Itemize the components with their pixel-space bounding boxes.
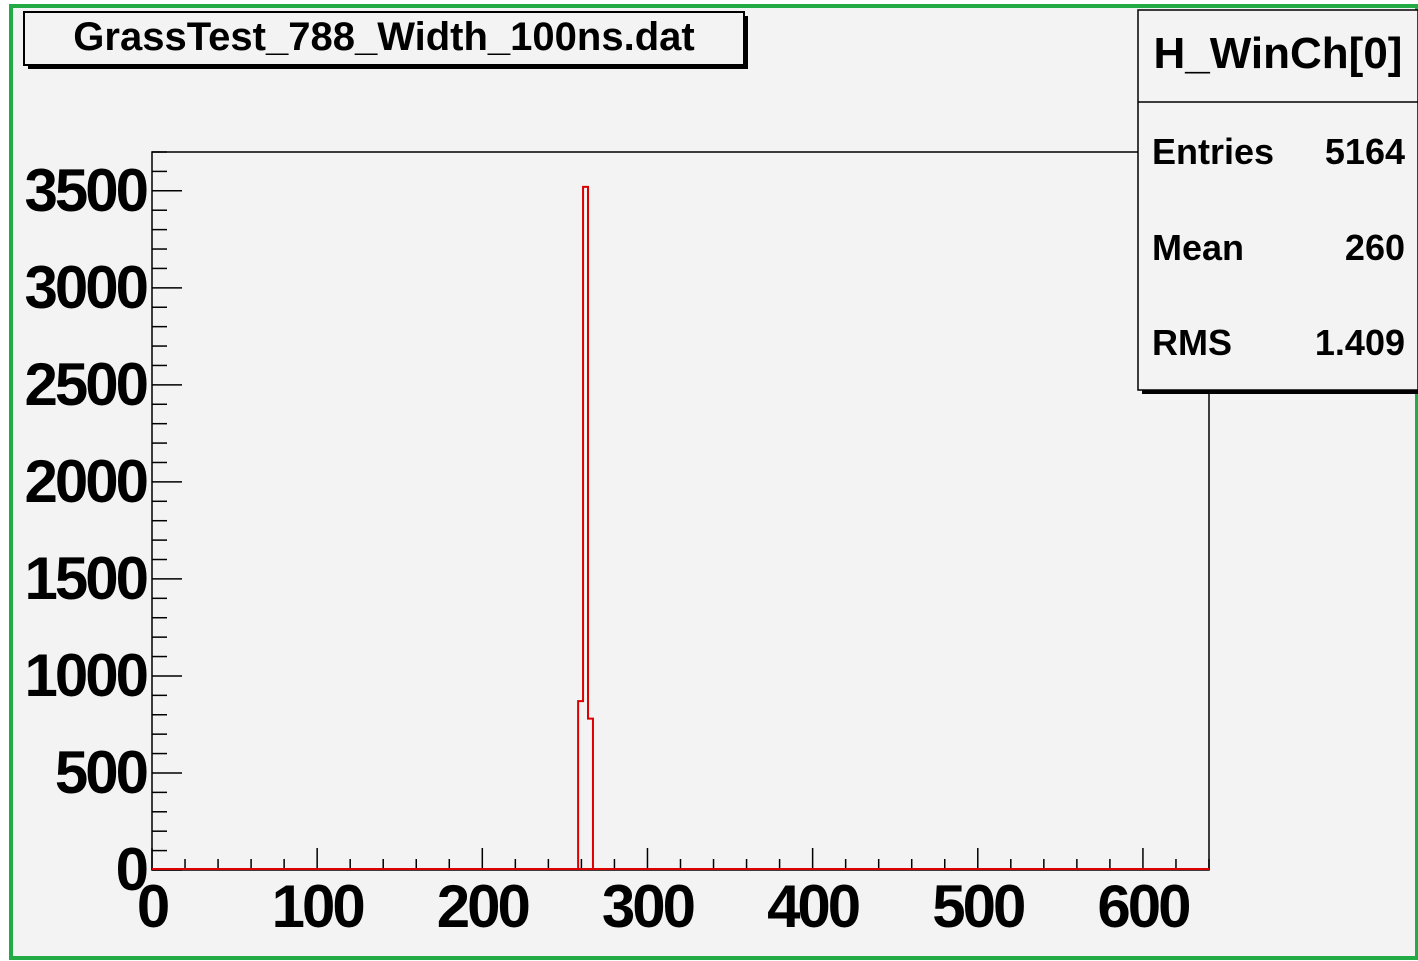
stats-entries-label: Entries <box>1152 131 1274 172</box>
x-tick-label: 400 <box>767 873 859 940</box>
histogram-series <box>152 185 1209 870</box>
y-tick-label: 500 <box>55 739 147 806</box>
x-tick-label: 100 <box>272 873 364 940</box>
x-tick-label: 0 <box>137 873 168 940</box>
stats-rms-value: 1.409 <box>1315 322 1405 363</box>
y-tick-label: 2500 <box>25 351 147 418</box>
histogram-outline <box>577 185 594 870</box>
stats-mean-value: 260 <box>1345 227 1405 268</box>
stats-mean-label: Mean <box>1152 227 1244 268</box>
x-tick-label: 300 <box>602 873 694 940</box>
x-tick-label: 500 <box>932 873 1024 940</box>
pad-frame <box>9 4 1418 960</box>
stats-box: H_WinCh[0] Entries 5164 Mean 260 RMS 1.4… <box>1137 9 1418 394</box>
title-box-frame <box>23 11 745 66</box>
y-tick-label: 3000 <box>25 254 147 321</box>
y-tick-label: 0 <box>116 836 147 903</box>
y-tick-label: 2000 <box>25 448 147 515</box>
stats-box-frame <box>1137 9 1418 391</box>
y-tick-label: 3500 <box>25 157 147 224</box>
y-tick-label: 1500 <box>25 545 147 612</box>
x-tick-label: 600 <box>1097 873 1189 940</box>
stats-rms-label: RMS <box>1152 322 1232 363</box>
title-text: GrassTest_788_Width_100ns.dat <box>73 15 694 59</box>
y-tick-label: 1000 <box>25 642 147 709</box>
title-box: GrassTest_788_Width_100ns.dat <box>23 11 748 69</box>
stats-name: H_WinCh[0] <box>1154 29 1403 78</box>
y-axis: 0 500 1000 1500 2000 2500 3000 3500 <box>25 151 182 903</box>
x-axis: 0 100 200 300 400 500 600 <box>137 848 1210 940</box>
x-tick-label: 200 <box>437 873 529 940</box>
stats-entries-value: 5164 <box>1325 131 1405 172</box>
